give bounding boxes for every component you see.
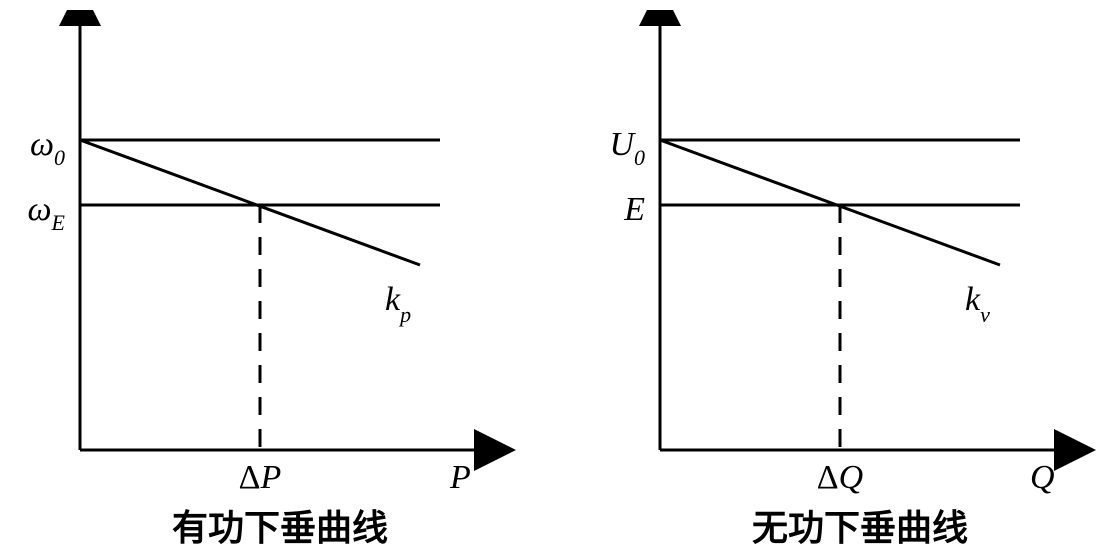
label-y0-sub: 0 (54, 145, 65, 170)
figure-container: ω0 ωE kp ΔP P 有功下垂曲线 (0, 0, 1109, 558)
label-yE: E (623, 191, 645, 228)
label-yE-sub: E (51, 210, 66, 235)
active-power-droop-chart: ω0 ωE kp ΔP P 有功下垂曲线 (20, 10, 520, 555)
label-y0-base: ω (30, 126, 54, 163)
label-slope-sub: v (980, 302, 990, 327)
label-y0: ω0 (30, 126, 65, 170)
label-yE-base: ω (28, 191, 52, 228)
label-deltaP: ΔP (239, 459, 282, 496)
reactive-power-droop-chart: U0 E kv ΔQ Q 无功下垂曲线 (600, 10, 1100, 555)
label-slope-base: k (385, 281, 401, 318)
label-slope-sub: p (398, 302, 411, 327)
reactive-power-svg: U0 E kv ΔQ Q 无功下垂曲线 (600, 10, 1100, 550)
label-y0: U0 (609, 126, 645, 170)
label-deltaQ-var: Q (839, 459, 864, 496)
label-slope: kp (385, 281, 411, 327)
label-yE: ωE (28, 191, 66, 235)
label-deltaQ-prefix: Δ (817, 459, 839, 496)
active-power-svg: ω0 ωE kp ΔP P 有功下垂曲线 (20, 10, 520, 550)
chart-title: 无功下垂曲线 (752, 508, 968, 548)
label-x-axis: Q (1030, 459, 1055, 496)
label-deltaP-prefix: Δ (239, 459, 261, 496)
label-slope: kv (965, 281, 990, 327)
label-deltaQ: ΔQ (817, 459, 863, 496)
label-y0-sub: 0 (634, 145, 645, 170)
label-x-axis: P (449, 459, 471, 496)
label-yE-base: E (623, 191, 645, 228)
label-y0-base: U (609, 126, 636, 163)
label-slope-base: k (965, 281, 981, 318)
droop-line (660, 140, 1000, 265)
droop-line (80, 140, 420, 265)
label-deltaP-var: P (260, 459, 282, 496)
chart-title: 有功下垂曲线 (172, 508, 388, 548)
